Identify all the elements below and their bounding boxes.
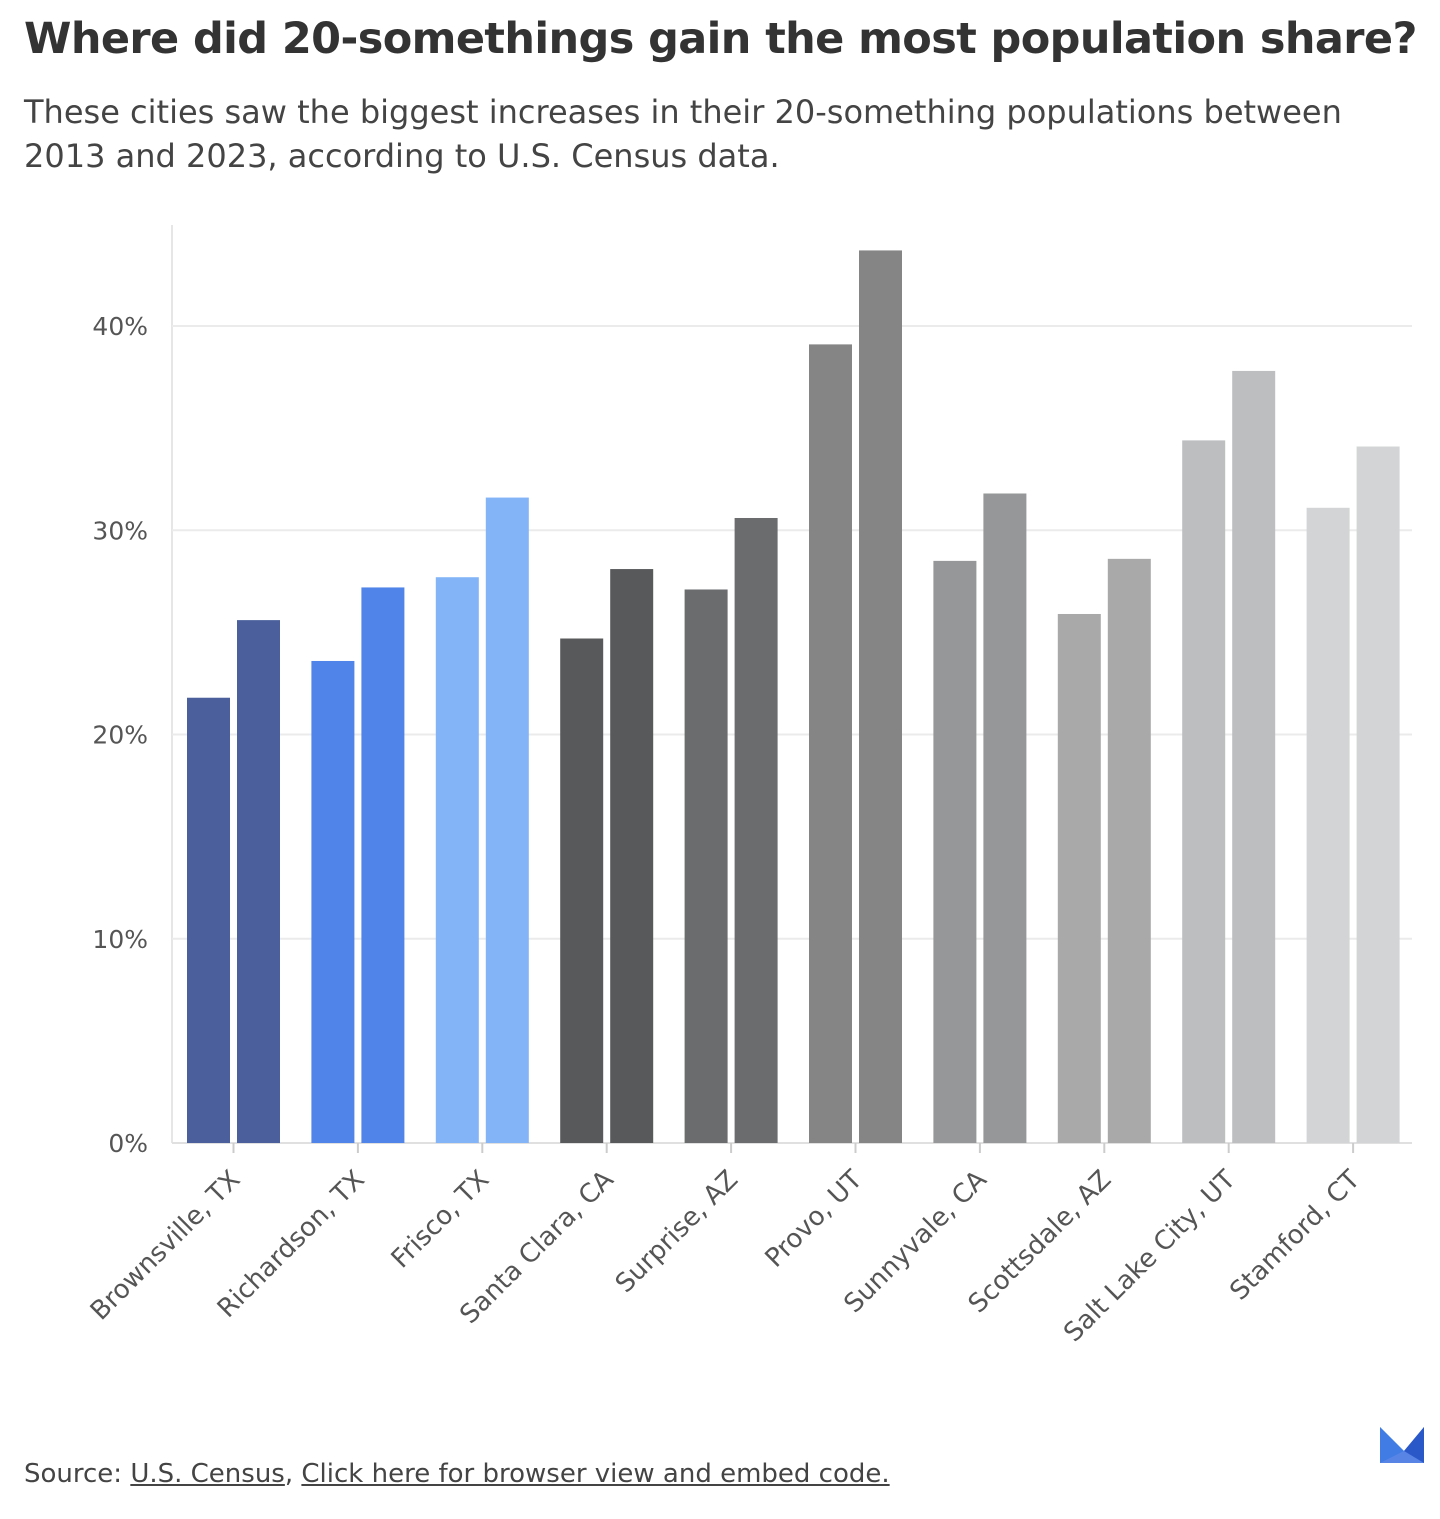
y-tick-label: 40%	[92, 312, 148, 341]
bar-2013	[809, 344, 852, 1143]
stacker-logo-icon	[1380, 1427, 1424, 1463]
bar-2013	[560, 638, 604, 1143]
bar-2013	[435, 577, 479, 1143]
bar-2023	[983, 493, 1027, 1143]
bar-2023	[485, 497, 529, 1143]
x-category-label: Frisco, TX	[386, 1165, 496, 1275]
bar-2023	[610, 569, 654, 1143]
x-category-label: Stamford, CT	[1224, 1165, 1366, 1307]
bar-2023	[1356, 446, 1400, 1143]
bar-2013	[1057, 613, 1101, 1143]
y-tick-label: 30%	[92, 516, 148, 545]
bar-2013	[187, 697, 230, 1143]
bar-2023	[237, 620, 280, 1143]
bar-2013	[311, 660, 355, 1143]
y-tick-label: 0%	[108, 1129, 148, 1158]
x-category-label: Surprise, AZ	[610, 1165, 744, 1299]
x-category-label: Provo, UT	[760, 1165, 869, 1274]
chart-title: Where did 20-somethings gain the most po…	[24, 14, 1417, 64]
y-tick-label: 10%	[92, 925, 148, 954]
bar-2023	[361, 587, 405, 1143]
source-separator: ,	[284, 1459, 294, 1489]
source-prefix: Source:	[24, 1459, 123, 1489]
bar-2013	[684, 589, 728, 1143]
source-footer: Source: U.S. Census, Click here for brow…	[24, 1459, 890, 1489]
bar-2013	[1306, 507, 1350, 1144]
gridlines	[171, 225, 1412, 1144]
bar-chart: 0% 10% 20% 30% 40% Brownsville, TXRichardson…	[85, 225, 1412, 1348]
y-tick-label: 20%	[92, 721, 148, 750]
bar-2023	[734, 517, 778, 1143]
bar-2013	[1182, 440, 1226, 1143]
bar-2023	[1107, 558, 1151, 1143]
embed-code-link[interactable]: Click here for browser view and embed co…	[301, 1459, 890, 1489]
source-link[interactable]: U.S. Census	[130, 1459, 285, 1489]
bars	[187, 250, 1400, 1144]
chart-subtitle: These cities saw the biggest increases i…	[24, 93, 1342, 175]
y-axis-tick-labels: 0% 10% 20% 30% 40%	[92, 312, 148, 1158]
bar-2023	[859, 250, 902, 1144]
bar-2013	[933, 560, 977, 1143]
bar-2023	[1232, 370, 1276, 1143]
